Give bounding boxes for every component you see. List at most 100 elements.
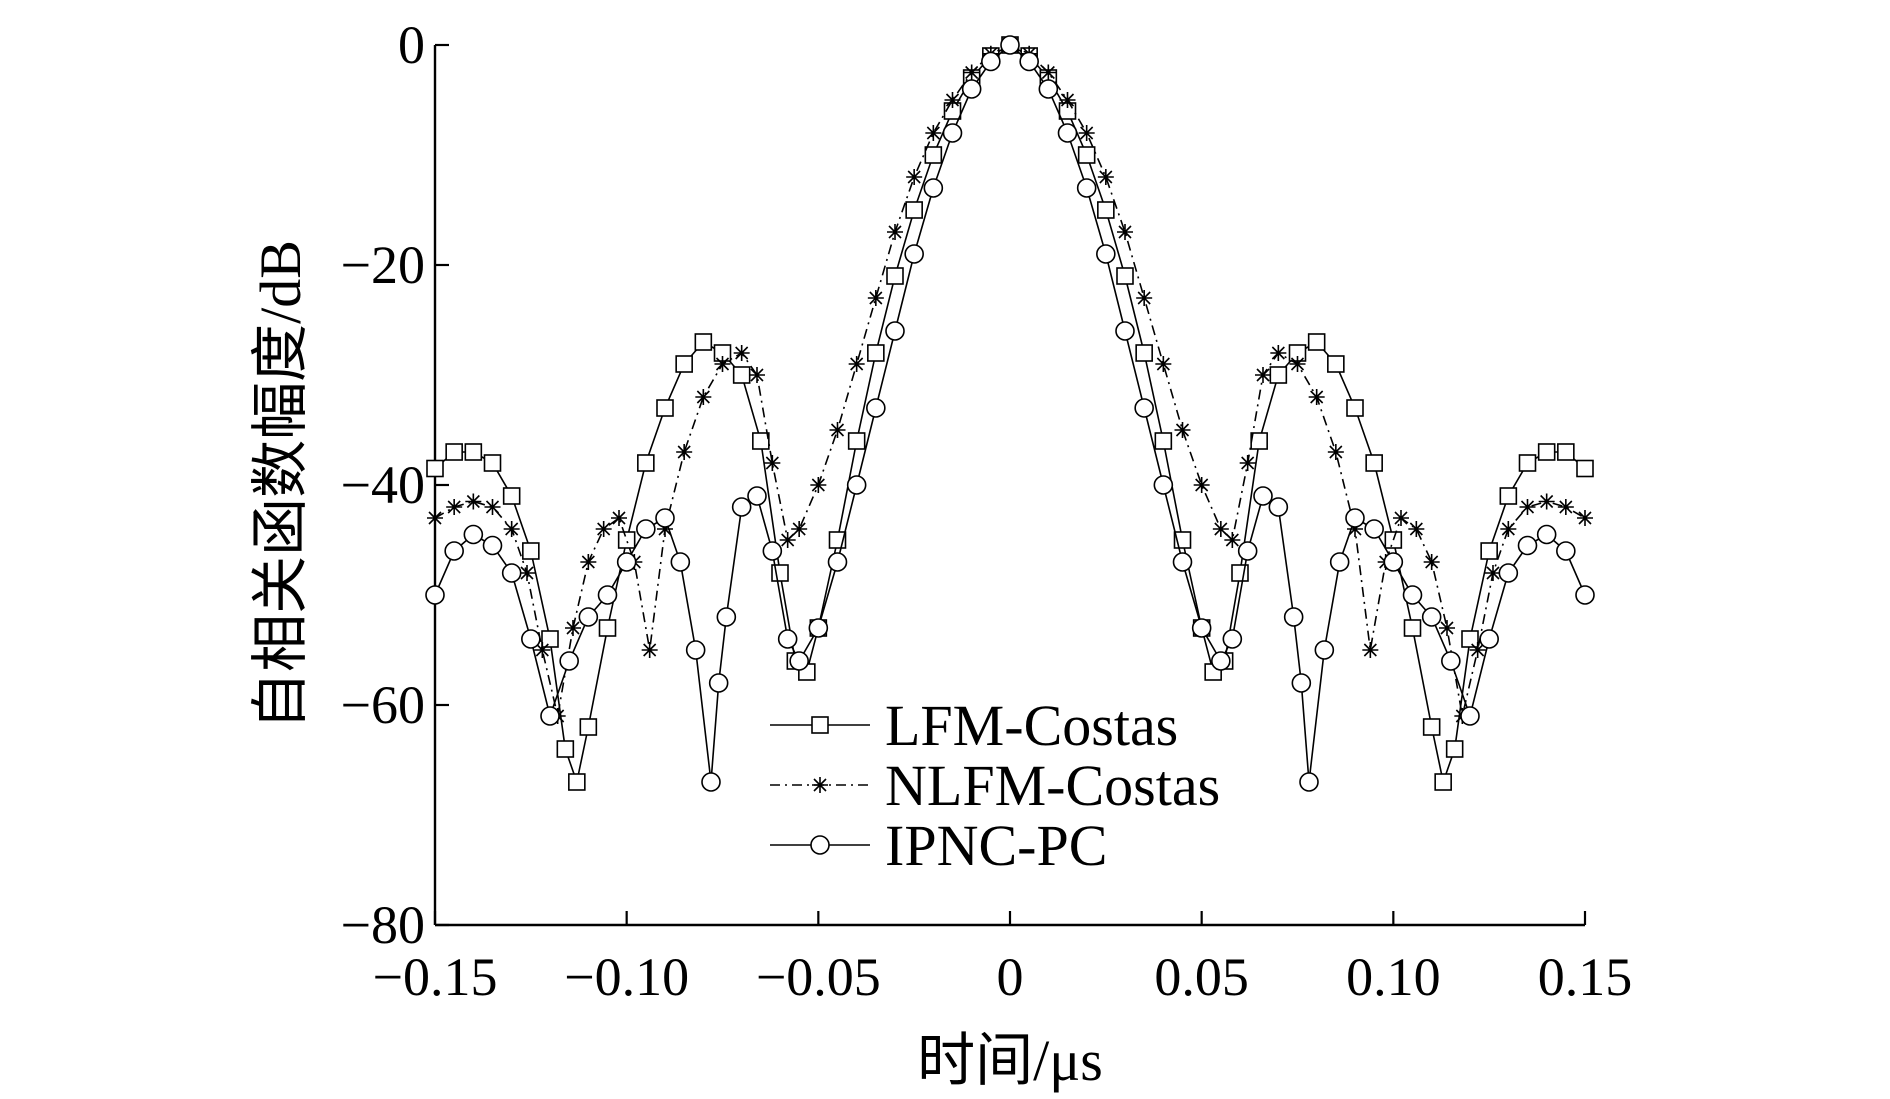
data-point — [1057, 123, 1078, 143]
legend-label: LFM-Costas — [885, 693, 1178, 758]
data-point — [1291, 673, 1312, 693]
data-point — [1485, 565, 1501, 581]
legend-marker — [811, 716, 829, 734]
data-point — [670, 552, 691, 572]
data-point — [716, 607, 737, 627]
data-point — [1393, 510, 1409, 526]
data-point — [867, 344, 885, 362]
data-point — [1136, 290, 1153, 306]
data-point — [731, 497, 752, 517]
data-point — [637, 454, 655, 472]
data-point — [597, 585, 618, 605]
data-point — [1299, 772, 1319, 792]
data-point — [779, 532, 796, 548]
data-point — [1557, 499, 1574, 515]
data-point — [1268, 497, 1289, 517]
data-point — [1537, 443, 1556, 461]
data-point — [752, 432, 770, 450]
data-point — [846, 475, 867, 495]
data-point — [579, 718, 598, 736]
data-point — [641, 642, 658, 658]
data-point — [791, 521, 808, 537]
data-point — [1461, 630, 1479, 648]
data-point — [1423, 554, 1440, 570]
data-point — [1115, 321, 1135, 341]
data-point — [847, 432, 866, 450]
y-tick-label: −60 — [341, 675, 425, 735]
data-point — [559, 651, 579, 671]
data-point — [541, 630, 559, 648]
data-point — [733, 345, 750, 361]
data-point — [1253, 486, 1273, 506]
data-point — [1538, 493, 1555, 510]
data-point — [1577, 510, 1593, 526]
x-tick-label: −0.05 — [756, 947, 881, 1007]
data-point — [568, 773, 586, 791]
data-point — [1154, 432, 1173, 450]
x-tick-label: −0.10 — [564, 947, 689, 1007]
data-point — [1519, 499, 1536, 515]
data-point — [1097, 169, 1114, 185]
data-point — [1211, 651, 1231, 671]
data-point — [1479, 629, 1499, 649]
data-point — [1239, 455, 1256, 471]
data-point — [1327, 355, 1345, 373]
y-tick-label: −20 — [341, 235, 425, 295]
data-point — [885, 321, 905, 341]
data-point — [580, 554, 597, 570]
data-point — [484, 499, 501, 515]
data-point — [1364, 519, 1384, 539]
data-point — [1135, 344, 1153, 362]
data-point — [942, 123, 963, 143]
data-point — [1575, 585, 1595, 605]
data-point — [595, 521, 612, 537]
data-point — [764, 455, 781, 471]
data-point — [521, 629, 541, 649]
data-point — [1576, 459, 1594, 478]
data-point — [685, 640, 706, 660]
data-point — [1117, 224, 1133, 240]
data-point — [829, 422, 846, 438]
data-point — [1059, 92, 1076, 108]
data-point — [1365, 454, 1383, 472]
data-point — [1347, 521, 1363, 537]
data-point — [1469, 642, 1486, 658]
y-tick-label: 0 — [398, 15, 425, 75]
data-point — [522, 542, 540, 560]
data-point — [1329, 552, 1350, 572]
data-point — [708, 673, 729, 693]
data-point — [1172, 552, 1193, 572]
data-point — [886, 267, 904, 285]
y-axis-label: 自相关函数幅度/dB — [248, 240, 313, 730]
data-point — [1408, 521, 1425, 537]
data-point — [1283, 607, 1304, 627]
data-point — [426, 459, 444, 478]
data-point — [1269, 366, 1288, 384]
data-point — [617, 531, 636, 549]
data-point — [1155, 356, 1172, 372]
data-point — [578, 607, 599, 627]
data-point — [924, 146, 943, 164]
data-point — [1116, 267, 1134, 285]
data-point — [1222, 629, 1243, 649]
data-point — [1421, 607, 1442, 627]
data-point — [925, 125, 942, 141]
data-point — [944, 92, 961, 108]
data-point — [923, 178, 944, 198]
data-point — [866, 398, 886, 418]
data-point — [848, 356, 865, 372]
data-point — [446, 499, 463, 515]
series-lfm-costas — [426, 36, 1594, 791]
data-point — [981, 51, 1001, 72]
data-point — [1345, 508, 1365, 528]
data-point — [1307, 333, 1326, 351]
data-point — [676, 444, 693, 460]
data-point — [616, 552, 637, 572]
legend-marker — [810, 835, 830, 855]
legend-marker — [812, 777, 828, 793]
data-point — [1153, 475, 1174, 495]
data-point — [1498, 563, 1519, 583]
data-point — [1439, 620, 1455, 636]
data-point — [1383, 552, 1404, 572]
x-tick-label: −0.15 — [373, 947, 498, 1007]
